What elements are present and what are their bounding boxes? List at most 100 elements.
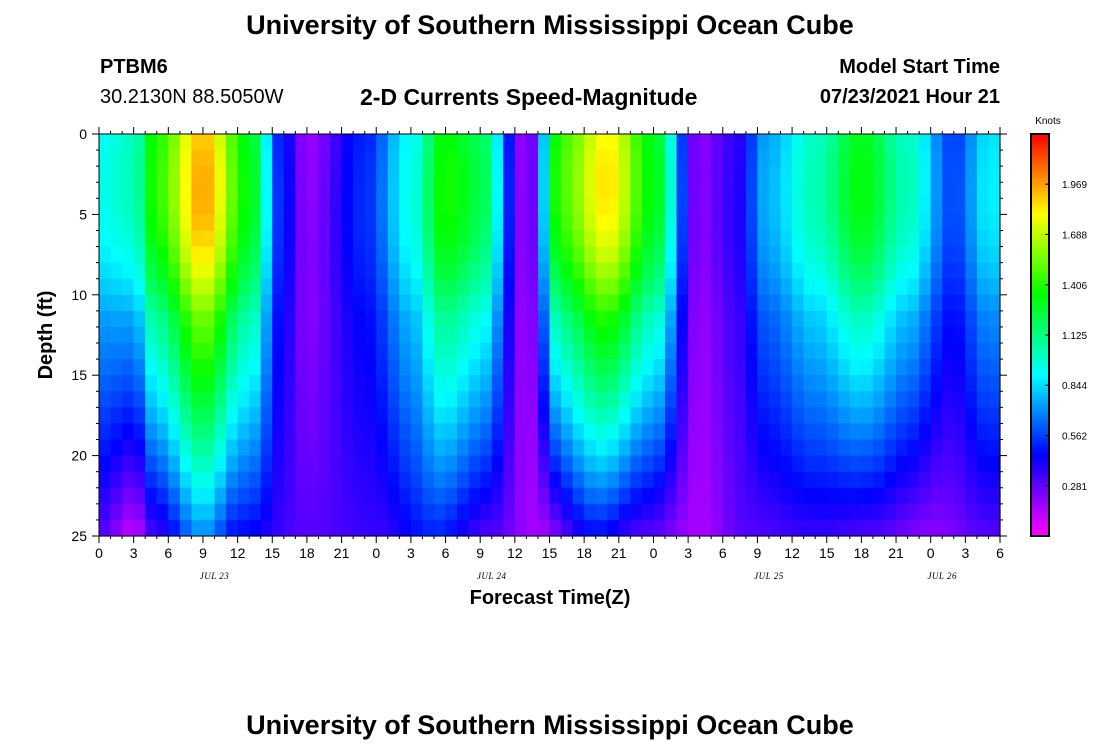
heatmap-cell	[942, 519, 955, 537]
heatmap-cell	[988, 262, 1001, 280]
heatmap-cell	[295, 278, 308, 296]
heatmap-cell	[907, 230, 920, 248]
heatmap-cell	[884, 294, 897, 312]
heatmap-cell	[237, 150, 250, 167]
heatmap-cell	[422, 343, 435, 360]
heatmap-cell	[514, 471, 527, 489]
heatmap-cell	[387, 150, 400, 167]
heatmap-cell	[179, 439, 193, 457]
heatmap-cell	[884, 150, 897, 167]
heatmap-cell	[283, 375, 296, 392]
heatmap-cell	[942, 214, 955, 232]
heatmap-cell	[480, 262, 493, 280]
heatmap-cell	[792, 326, 805, 344]
heatmap-cell	[919, 246, 932, 264]
heatmap-cell	[919, 519, 932, 537]
heatmap-cell	[607, 391, 620, 408]
heatmap-cell	[179, 166, 193, 183]
heatmap-cell	[549, 150, 562, 167]
heatmap-cell	[803, 246, 816, 264]
heatmap-cell	[433, 375, 447, 392]
heatmap-cell	[803, 375, 816, 392]
heatmap-cell	[549, 519, 562, 537]
heatmap-cell	[330, 310, 343, 328]
heatmap-cell	[965, 134, 978, 151]
heatmap-cell	[884, 391, 897, 408]
heatmap-cell	[537, 343, 551, 360]
heatmap-cell	[861, 359, 874, 376]
heatmap-cell	[849, 166, 862, 183]
heatmap-cell	[191, 278, 204, 296]
heatmap-cell	[422, 471, 435, 489]
heatmap-cell	[156, 471, 169, 489]
heatmap-cell	[584, 246, 597, 264]
heatmap-cell	[445, 134, 458, 151]
heatmap-cell	[422, 214, 435, 232]
heatmap-cell	[976, 294, 990, 312]
heatmap-cell	[145, 439, 158, 457]
heatmap-cell	[676, 391, 689, 408]
heatmap-cell	[930, 423, 943, 441]
heatmap-cell	[641, 326, 655, 344]
heatmap-cell	[249, 439, 262, 457]
heatmap-cell	[110, 375, 123, 392]
heatmap-cell	[826, 423, 839, 441]
heatmap-cell	[861, 375, 874, 392]
heatmap-cell	[318, 134, 331, 151]
heatmap-cell	[260, 246, 273, 264]
heatmap-cell	[410, 326, 424, 344]
heatmap-cell	[283, 294, 296, 312]
heatmap-cell	[595, 134, 608, 151]
heatmap-cell	[376, 519, 389, 537]
heatmap-cell	[549, 407, 562, 425]
heatmap-cell	[422, 230, 435, 248]
heatmap-cell	[191, 294, 204, 312]
heatmap-cell	[618, 343, 631, 360]
heatmap-cell	[399, 455, 412, 473]
heatmap-cell	[630, 423, 643, 441]
heatmap-cell	[226, 519, 239, 537]
heatmap-cell	[399, 375, 412, 392]
colorbar-swatch	[1031, 201, 1049, 205]
heatmap-cell	[260, 230, 273, 248]
heatmap-cell	[861, 262, 874, 280]
heatmap-cell	[792, 294, 805, 312]
heatmap-cell	[826, 471, 839, 489]
heatmap-cell	[607, 150, 620, 167]
heatmap-cell	[630, 375, 643, 392]
heatmap-cell	[549, 310, 562, 328]
heatmap-cell	[757, 359, 770, 376]
heatmap-cell	[722, 423, 735, 441]
heatmap-cell	[468, 246, 481, 264]
heatmap-cell	[976, 359, 990, 376]
heatmap-cell	[341, 294, 354, 312]
heatmap-cell	[122, 407, 135, 425]
heatmap-cell	[896, 214, 909, 232]
heatmap-cell	[965, 423, 978, 441]
heatmap-cell	[537, 487, 551, 505]
heatmap-cell	[445, 326, 458, 344]
heatmap-cell	[907, 150, 920, 167]
heatmap-cell	[907, 343, 920, 360]
heatmap-cell	[514, 310, 527, 328]
heatmap-cell	[988, 343, 1001, 360]
heatmap-cell	[410, 455, 424, 473]
heatmap-cell	[457, 359, 470, 376]
heatmap-cell	[815, 391, 828, 408]
heatmap-cell	[503, 359, 516, 376]
heatmap-cell	[410, 343, 424, 360]
heatmap-cell	[849, 519, 862, 537]
heatmap-cell	[896, 182, 909, 199]
heatmap-cell	[526, 294, 539, 312]
heatmap-cell	[595, 359, 608, 376]
heatmap-cell	[665, 391, 678, 408]
heatmap-cell	[780, 166, 793, 183]
heatmap-cell	[988, 519, 1001, 537]
heatmap-cell	[815, 166, 828, 183]
heatmap-cell	[884, 423, 897, 441]
heatmap-cell	[699, 391, 712, 408]
heatmap-cell	[295, 310, 308, 328]
heatmap-cell	[341, 150, 354, 167]
heatmap-cell	[341, 230, 354, 248]
heatmap-cell	[156, 343, 169, 360]
